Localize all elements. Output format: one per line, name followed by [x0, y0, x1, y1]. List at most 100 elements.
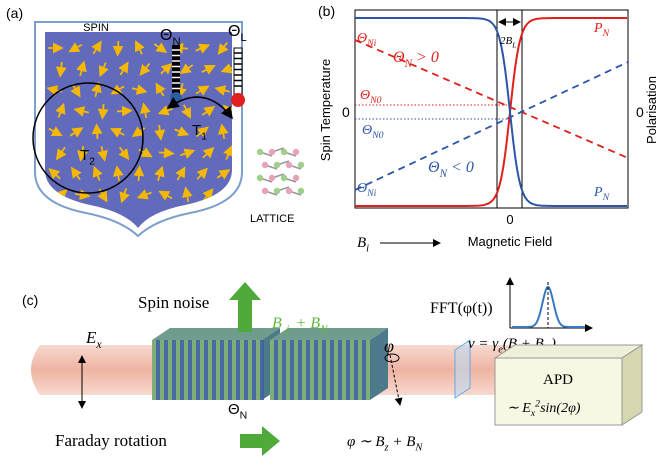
label-part: 1 — [201, 131, 207, 143]
label-part: B — [357, 235, 366, 251]
apd-side — [622, 345, 642, 425]
label-part: Ni — [366, 188, 377, 199]
sample-layer — [282, 340, 286, 400]
phi-eq: φ ∼ Bz + BN — [347, 434, 423, 454]
sample-layer — [180, 340, 184, 400]
label-part: Θ — [357, 181, 367, 196]
label-part: Θ — [228, 401, 240, 418]
label-part: x — [530, 408, 536, 419]
lattice-atom — [293, 175, 299, 181]
spin-arrow — [117, 111, 131, 112]
label-part: P — [593, 21, 603, 36]
sample-layer — [322, 340, 326, 400]
label-part: N0 — [371, 130, 384, 141]
thermometer-bulb — [231, 93, 245, 107]
lattice-atom — [298, 162, 304, 168]
label-part: < 0 — [447, 159, 474, 176]
label-part: Θ — [160, 27, 172, 44]
sample-layer — [362, 340, 366, 400]
spin-arrow — [118, 41, 119, 55]
sample-layer — [228, 340, 232, 400]
panel-label: (c) — [22, 292, 38, 308]
sample-layer — [244, 340, 248, 400]
theta-n-neg: ΘN < 0 — [428, 159, 474, 180]
sample-layer — [196, 340, 200, 400]
y-axis-label: Spin Temperature — [318, 59, 333, 161]
sample-layer — [306, 340, 310, 400]
label-part: ⊥ — [282, 324, 292, 336]
figure: (a)SPINΘNΘLT2T1LATTICE(b)ΘNiΘN > 0ΘN0ΘN0… — [0, 0, 663, 459]
lattice-atom — [269, 175, 275, 181]
theta-n: ΘN — [228, 401, 247, 422]
spin-arrow — [139, 167, 140, 181]
lattice-atom — [298, 188, 304, 194]
lattice-atom — [281, 149, 287, 155]
p-n: PN — [593, 21, 610, 39]
label-part: Θ — [393, 49, 405, 66]
sample-layer — [298, 340, 302, 400]
spin-label: SPIN — [83, 22, 109, 34]
label-part: N — [414, 443, 423, 454]
label-part: Θ — [362, 123, 372, 138]
label-part: ν = γ — [468, 336, 499, 352]
sample-layer — [252, 340, 256, 400]
sample-layer — [172, 340, 176, 400]
p-n: PN — [593, 185, 610, 203]
label-part: sin(2φ) — [540, 401, 581, 416]
phi: φ — [384, 336, 394, 356]
lattice-atom — [269, 149, 275, 155]
lattice-atom — [286, 162, 292, 168]
label-part: P — [593, 185, 603, 200]
theta-n0: ΘN0 — [362, 123, 384, 141]
plot-frame — [355, 10, 628, 208]
spin-arrow — [97, 125, 98, 139]
label-part: N — [602, 192, 610, 203]
sample-layer — [156, 340, 160, 400]
apd-top — [495, 345, 642, 358]
label-part: > 0 — [412, 49, 439, 66]
lattice-atom — [286, 188, 292, 194]
sample-layer — [314, 340, 318, 400]
sample-layer — [290, 340, 294, 400]
sample-layer — [212, 340, 216, 400]
sample-layer — [338, 340, 342, 400]
sample-layer — [164, 340, 168, 400]
label-part: N — [240, 410, 248, 422]
thermometer-n — [172, 45, 180, 95]
up-arrow — [229, 282, 261, 332]
label-part: T — [80, 147, 89, 164]
lattice-atom — [274, 162, 280, 168]
lattice-atom — [262, 188, 268, 194]
sample-layer — [330, 340, 334, 400]
label-part: Θ — [357, 31, 367, 46]
label-part: 2 — [89, 156, 95, 168]
label-part: L — [511, 40, 516, 49]
y2-axis-label: Polarisation — [644, 76, 659, 144]
zero: 0 — [506, 212, 513, 227]
blue-curve — [355, 18, 627, 206]
x-axis-label: Magnetic Field — [468, 234, 553, 249]
sample-top — [152, 328, 280, 340]
label-part: φ ∼ B — [347, 434, 385, 450]
lattice-atom — [257, 175, 263, 181]
sample-layer — [188, 340, 192, 400]
sample-layer — [204, 340, 208, 400]
label-part: 2B — [500, 35, 513, 47]
label-part: Θ — [360, 88, 370, 103]
label-part: x — [95, 337, 102, 351]
zero: 0 — [342, 104, 350, 120]
lattice-atom — [257, 149, 263, 155]
label-part: + B — [292, 315, 321, 332]
spin-noise: Spin noise — [138, 293, 209, 312]
label-part: Θ — [228, 23, 240, 40]
label-part: E — [85, 328, 97, 347]
right-arrow — [240, 426, 280, 456]
zero: 0 — [636, 104, 644, 120]
fft: FFT(φ(t)) — [430, 300, 493, 317]
sample-layer — [346, 340, 350, 400]
sample-layer — [260, 340, 264, 400]
apd: APD — [543, 372, 573, 388]
label-part: + B — [389, 434, 416, 450]
label-part: Θ — [428, 159, 440, 176]
panel-label: (b) — [318, 3, 335, 19]
